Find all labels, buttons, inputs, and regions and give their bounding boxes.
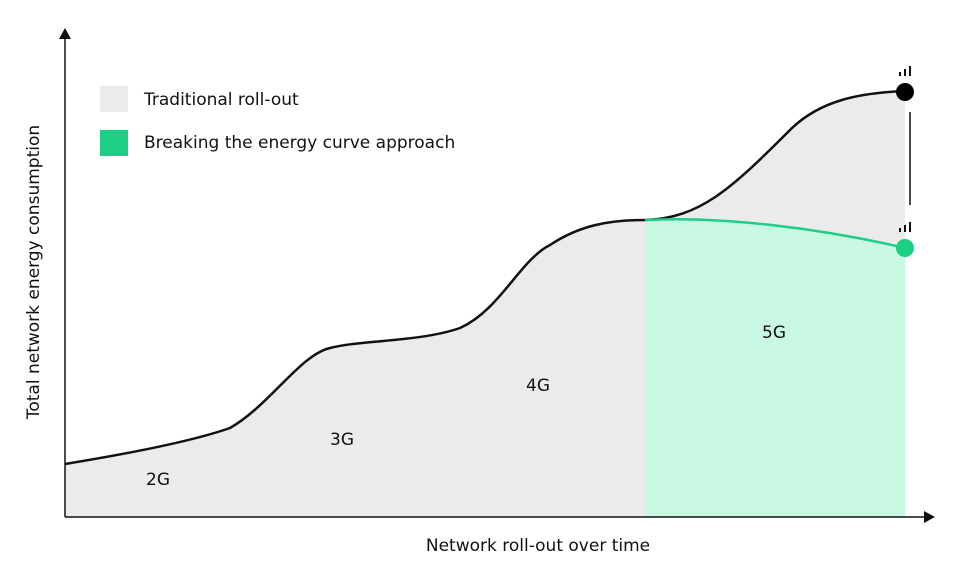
legend-label: Breaking the energy curve approach (144, 133, 455, 153)
y-arrow (59, 28, 71, 39)
efficient-area (645, 219, 905, 518)
traditional-end (896, 83, 914, 101)
legend-swatch (100, 130, 128, 156)
x-axis-label: Network roll-out over time (426, 536, 650, 556)
x-arrow (924, 511, 935, 523)
traditional-curve (64, 89, 906, 466)
generation-label: 3G (330, 430, 354, 450)
efficient-end (896, 239, 914, 257)
generation-label: 5G (762, 323, 786, 343)
signal-icon (899, 66, 911, 232)
efficient-curve (644, 217, 906, 250)
y-axis-label: Total network energy consumption (24, 125, 44, 420)
legend-label: Traditional roll-out (143, 90, 299, 110)
generation-label: 2G (146, 470, 170, 490)
generation-label: 4G (526, 376, 550, 396)
legend-swatch (100, 86, 128, 112)
